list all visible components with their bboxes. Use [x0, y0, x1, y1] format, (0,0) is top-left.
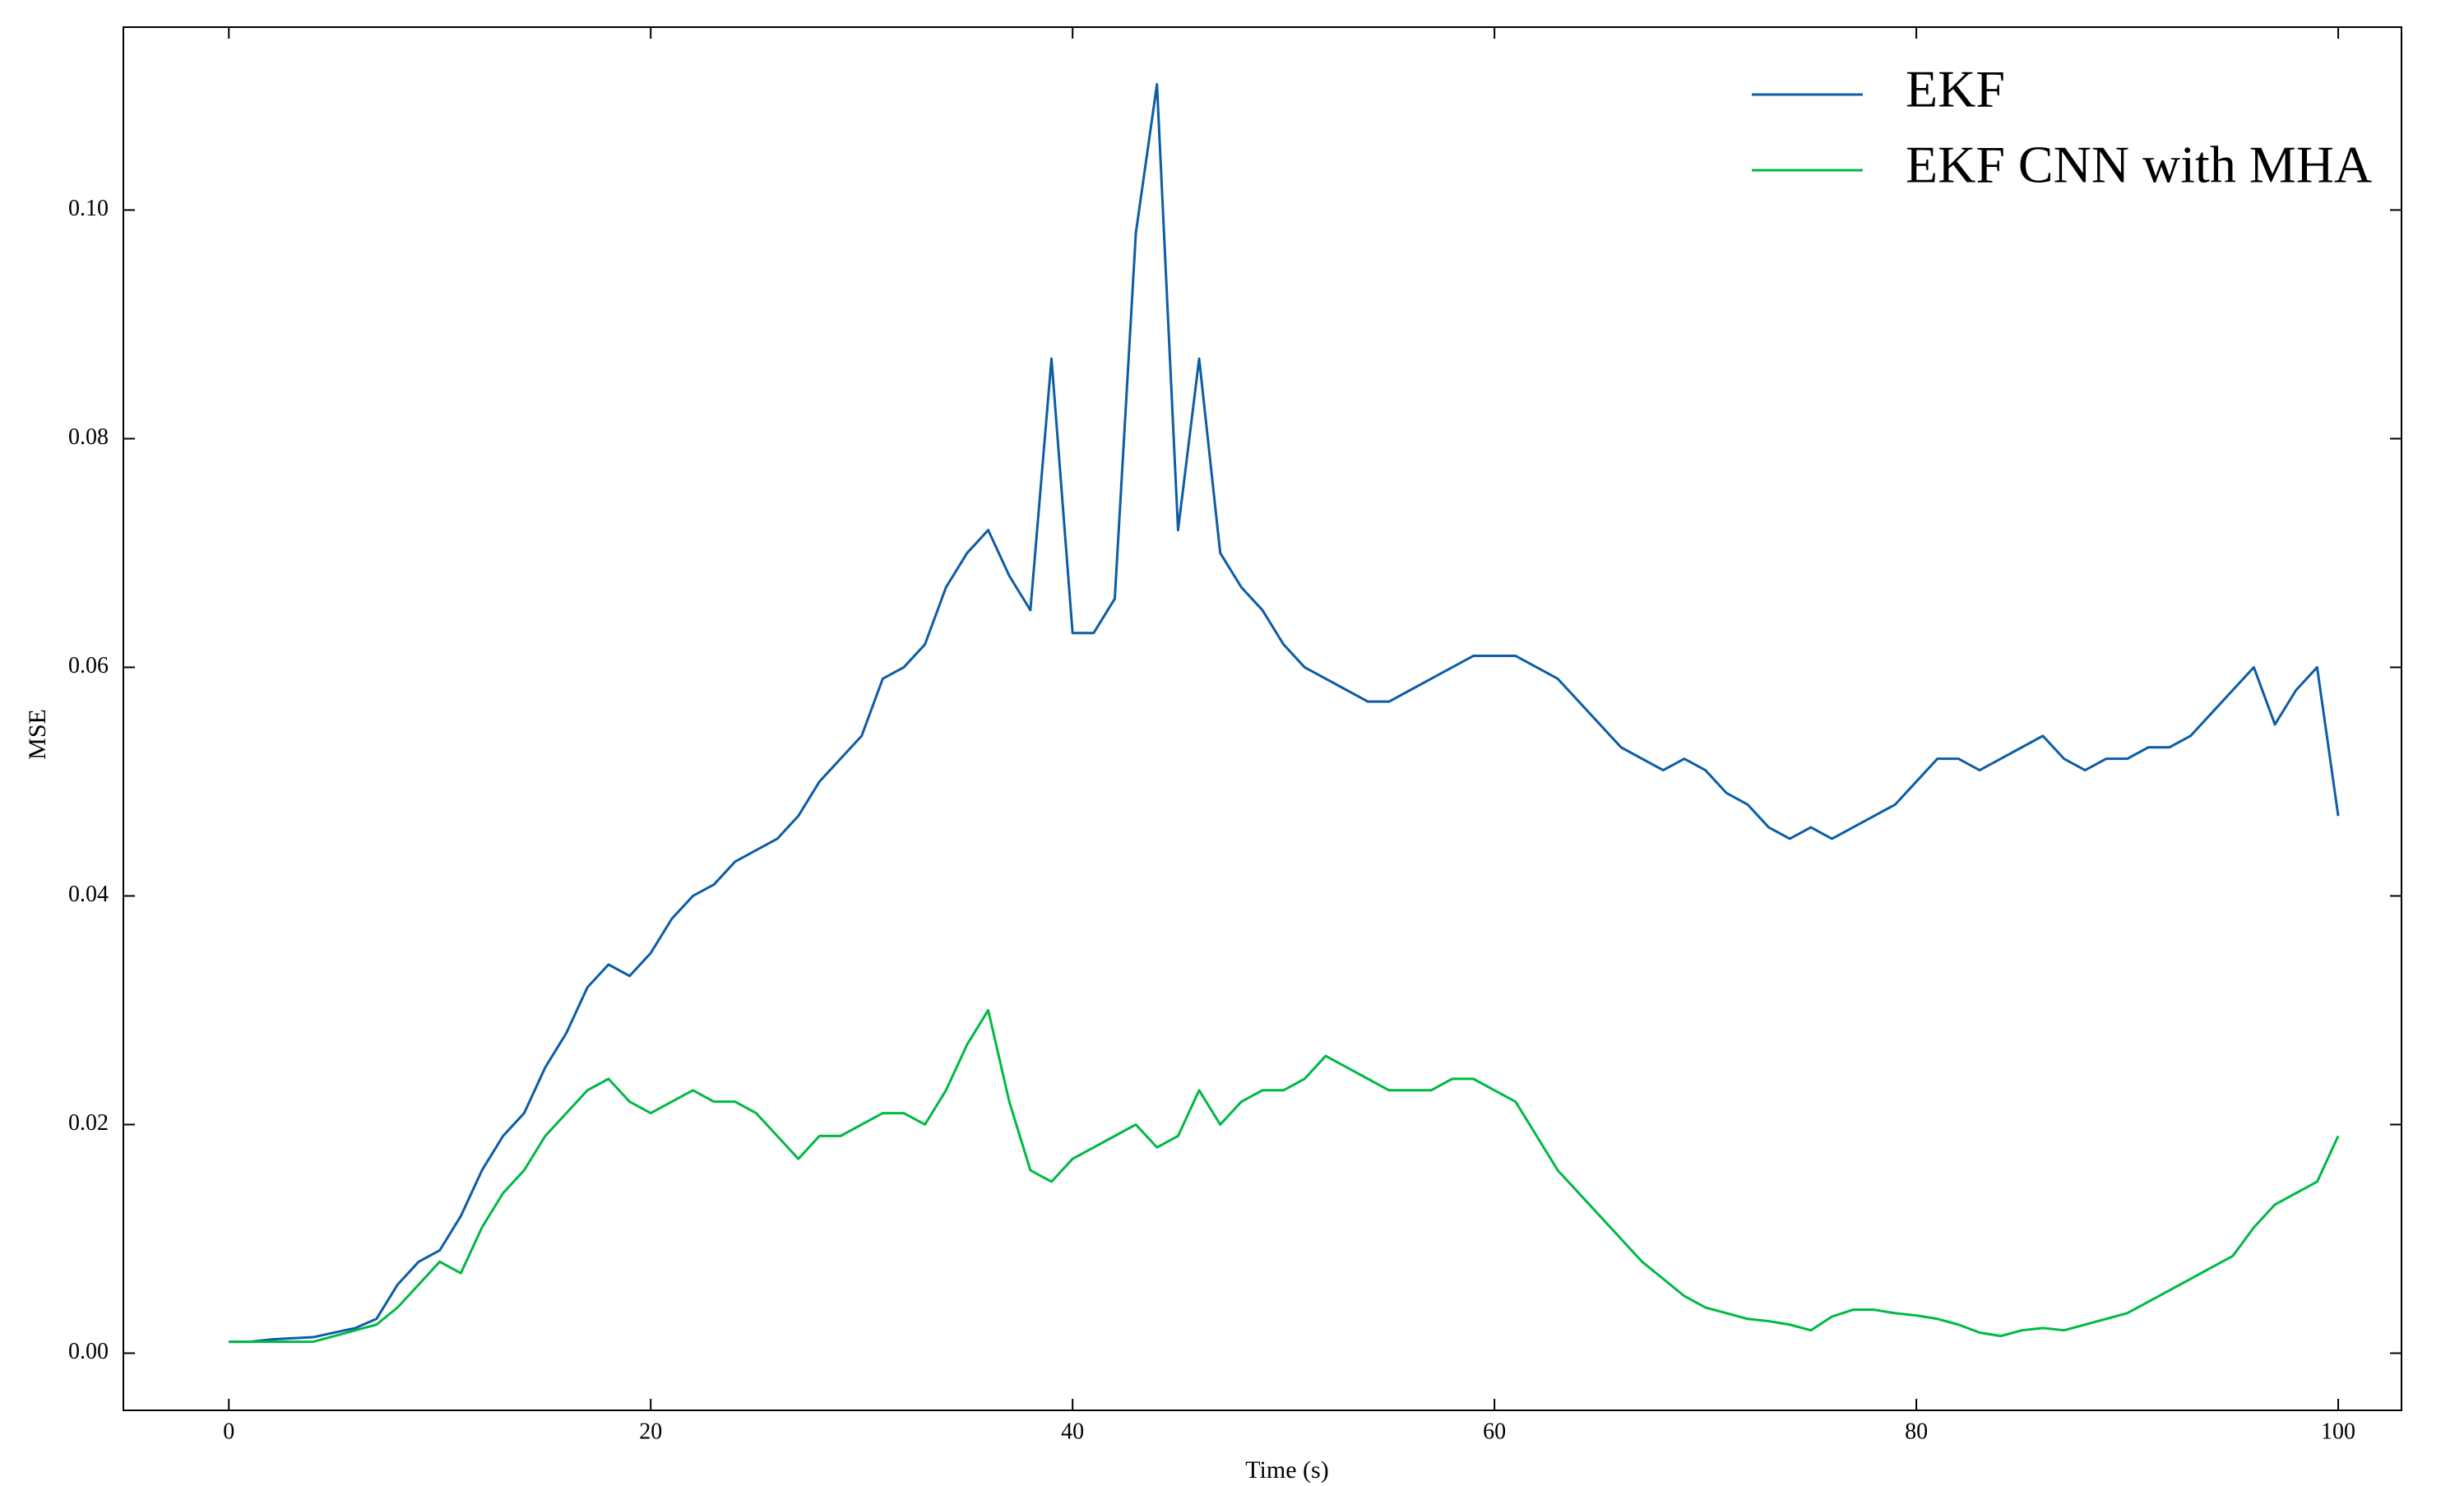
x-tick-label: 20: [639, 1419, 662, 1444]
y-tick-label: 0.02: [68, 1110, 109, 1136]
x-tick-label: 0: [223, 1419, 234, 1444]
x-tick-label: 40: [1061, 1419, 1084, 1444]
y-axis-label: MSE: [24, 709, 51, 760]
y-tick-label: 0.08: [68, 424, 109, 450]
x-tick-label: 60: [1483, 1419, 1506, 1444]
y-tick-label: 0.10: [68, 196, 109, 221]
y-tick-label: 0.04: [68, 882, 109, 907]
x-tick-label: 80: [1905, 1419, 1928, 1444]
legend-label: EKF CNN with MHA: [1906, 136, 2372, 194]
plot-frame: [123, 26, 2402, 1411]
y-tick-label: 0.00: [68, 1339, 109, 1364]
y-tick-label: 0.06: [68, 653, 109, 678]
x-axis-label: Time (s): [1245, 1456, 1328, 1484]
series-line: [229, 83, 2340, 1344]
series-line: [229, 1008, 2340, 1344]
x-tick-label: 100: [2321, 1419, 2355, 1444]
legend-label: EKF: [1906, 60, 2005, 118]
